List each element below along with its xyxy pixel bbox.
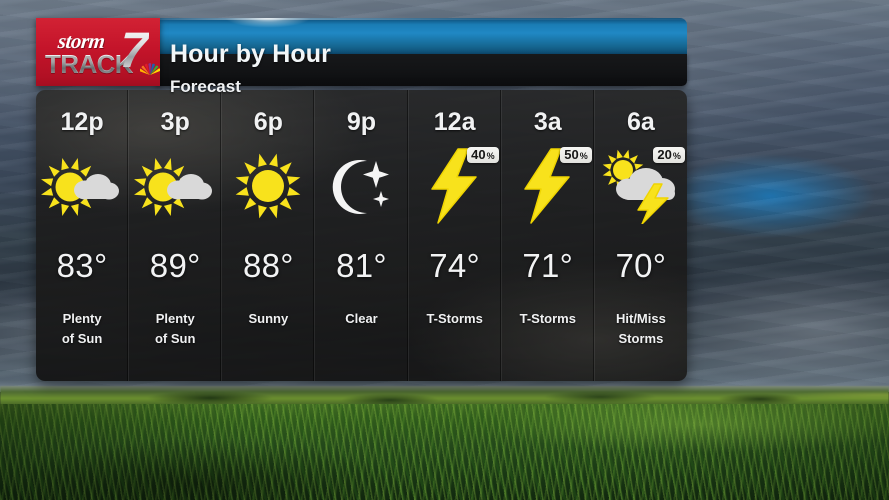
percent-sign: % [579,151,588,161]
percent-sign: % [486,151,495,161]
forecast-time: 6a [627,108,655,136]
moon-stars-icon [326,151,396,221]
forecast-condition-line: Plenty [62,311,102,326]
forecast-time: 3a [533,108,562,136]
sun-icon [231,149,305,223]
forecast-column[interactable]: 6p 88° Sunny [222,90,316,381]
precip-probability-value: 20 [657,147,672,162]
weather-icon-wrap: 50% [502,145,594,227]
forecast-condition: Plenty of Sun [129,309,221,349]
forecast-condition: Hit/Miss Storms [595,309,687,349]
forecast-condition-line: of Sun [61,331,103,347]
forecast-condition-line: Storms [618,331,664,347]
header-bar-topline [156,18,687,20]
forecast-condition-line: Sunny [248,311,289,326]
forecast-column[interactable]: 6a 20% 70° Hit/Miss Storms [595,90,687,381]
forecast-time: 6p [253,108,283,136]
precip-probability-badge: 40% [467,147,499,163]
forecast-temperature: 70° [615,247,667,284]
forecast-time: 3p [160,108,190,136]
percent-sign: % [672,151,681,161]
nbc-peacock-icon [140,63,160,75]
forecast-column[interactable]: 12p 83° Plenty of Sun [36,90,130,381]
forecast-column[interactable]: 3p 89° Plenty of Sun [129,90,223,381]
precip-probability-value: 50 [564,147,579,162]
precip-probability-badge: 50% [560,147,592,163]
lightning-bolt-icon [424,147,486,225]
forecast-condition-line: Clear [345,311,378,326]
forecast-condition-line: of Sun [154,331,196,347]
sun-behind-cloud-icon [40,151,124,221]
weather-icon-wrap [315,145,407,227]
background-field [0,404,889,500]
forecast-condition-line: T-Storms [519,311,576,326]
weather-icon-wrap: 20% [595,145,687,227]
page-title: Hour by Hour [170,40,331,68]
page-subtitle: Forecast [170,77,241,96]
forecast-column[interactable]: 12a 40% 74° T-Storms [409,90,502,381]
forecast-condition-line: Plenty [155,311,195,326]
forecast-condition: T-Storms [409,309,501,329]
forecast-condition: Plenty of Sun [36,309,128,349]
sun-cloud-lightning-icon [598,148,684,224]
forecast-column[interactable]: 9p 81° Clear [315,90,409,381]
header-bar-glint [208,18,328,32]
weather-icon-wrap [222,145,314,227]
hourly-forecast-panel: 12p 83° Plenty of Sun 3p 89° Plenty of Sun 6p … [36,90,687,381]
forecast-condition-line: T-Storms [426,311,483,326]
forecast-temperature: 71° [522,247,574,284]
logo-track-text: TRACK [45,49,134,79]
forecast-time: 9p [346,108,377,136]
sun-behind-cloud-icon [133,151,217,221]
weather-icon-wrap: 40% [409,145,501,227]
forecast-temperature: 83° [56,247,108,284]
forecast-condition: Clear [315,309,407,329]
forecast-condition: Sunny [222,309,314,329]
forecast-column[interactable]: 3a 50% 71° T-Storms [502,90,595,381]
precip-probability-value: 40 [471,147,486,162]
header-subtitle-bar [156,54,687,86]
weather-icon-wrap [129,145,221,227]
weather-icon-wrap [36,145,128,227]
precip-probability-badge: 20% [653,147,685,163]
forecast-condition-line: Hit/Miss [615,311,666,326]
header-accent-bar [156,18,687,54]
lightning-bolt-icon [517,147,579,225]
forecast-temperature: 81° [336,247,387,284]
header: Hour by Hour Forecast storm TRACK 7 [36,18,687,96]
forecast-condition: T-Storms [502,309,594,329]
forecast-temperature: 89° [149,247,201,284]
forecast-temperature: 74° [429,247,481,284]
forecast-time: 12p [60,108,104,136]
forecast-temperature: 88° [242,247,294,284]
forecast-time: 12a [433,108,476,136]
station-logo[interactable]: storm TRACK 7 [36,18,160,86]
